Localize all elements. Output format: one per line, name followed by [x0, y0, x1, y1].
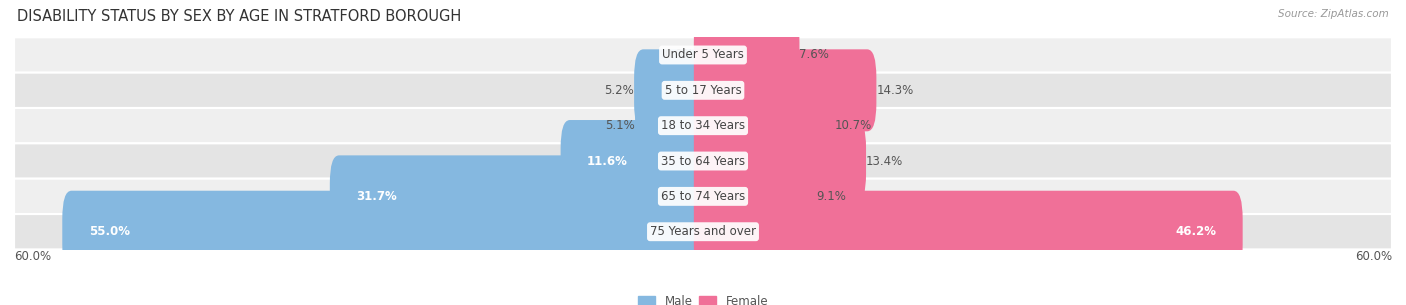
- Text: 13.4%: 13.4%: [866, 155, 903, 167]
- FancyBboxPatch shape: [14, 179, 1392, 214]
- Text: 14.3%: 14.3%: [876, 84, 914, 97]
- Text: 10.7%: 10.7%: [835, 119, 872, 132]
- FancyBboxPatch shape: [693, 49, 876, 131]
- Legend: Male, Female: Male, Female: [633, 290, 773, 305]
- Text: 9.1%: 9.1%: [817, 190, 846, 203]
- Text: 75 Years and over: 75 Years and over: [650, 225, 756, 238]
- Text: DISABILITY STATUS BY SEX BY AGE IN STRATFORD BOROUGH: DISABILITY STATUS BY SEX BY AGE IN STRAT…: [17, 9, 461, 24]
- Text: Source: ZipAtlas.com: Source: ZipAtlas.com: [1278, 9, 1389, 19]
- FancyBboxPatch shape: [693, 14, 800, 96]
- Text: 18 to 34 Years: 18 to 34 Years: [661, 119, 745, 132]
- FancyBboxPatch shape: [14, 37, 1392, 73]
- FancyBboxPatch shape: [62, 191, 713, 273]
- FancyBboxPatch shape: [693, 191, 1243, 273]
- Text: 60.0%: 60.0%: [14, 250, 51, 263]
- FancyBboxPatch shape: [693, 120, 866, 202]
- FancyBboxPatch shape: [693, 85, 835, 167]
- Text: 5.1%: 5.1%: [606, 119, 636, 132]
- Text: 65 to 74 Years: 65 to 74 Years: [661, 190, 745, 203]
- FancyBboxPatch shape: [14, 73, 1392, 108]
- FancyBboxPatch shape: [14, 214, 1392, 249]
- Text: 11.6%: 11.6%: [588, 155, 628, 167]
- Text: 31.7%: 31.7%: [356, 190, 396, 203]
- FancyBboxPatch shape: [330, 155, 713, 237]
- Text: 7.6%: 7.6%: [800, 48, 830, 62]
- FancyBboxPatch shape: [561, 120, 713, 202]
- Text: 46.2%: 46.2%: [1175, 225, 1216, 238]
- FancyBboxPatch shape: [693, 155, 817, 237]
- FancyBboxPatch shape: [634, 49, 713, 131]
- FancyBboxPatch shape: [636, 85, 713, 167]
- Text: 60.0%: 60.0%: [1355, 250, 1392, 263]
- FancyBboxPatch shape: [14, 143, 1392, 179]
- Text: 55.0%: 55.0%: [89, 225, 129, 238]
- Text: Under 5 Years: Under 5 Years: [662, 48, 744, 62]
- Text: 5.2%: 5.2%: [605, 84, 634, 97]
- FancyBboxPatch shape: [14, 108, 1392, 143]
- Text: 5 to 17 Years: 5 to 17 Years: [665, 84, 741, 97]
- Text: 35 to 64 Years: 35 to 64 Years: [661, 155, 745, 167]
- Text: 0.0%: 0.0%: [664, 48, 693, 62]
